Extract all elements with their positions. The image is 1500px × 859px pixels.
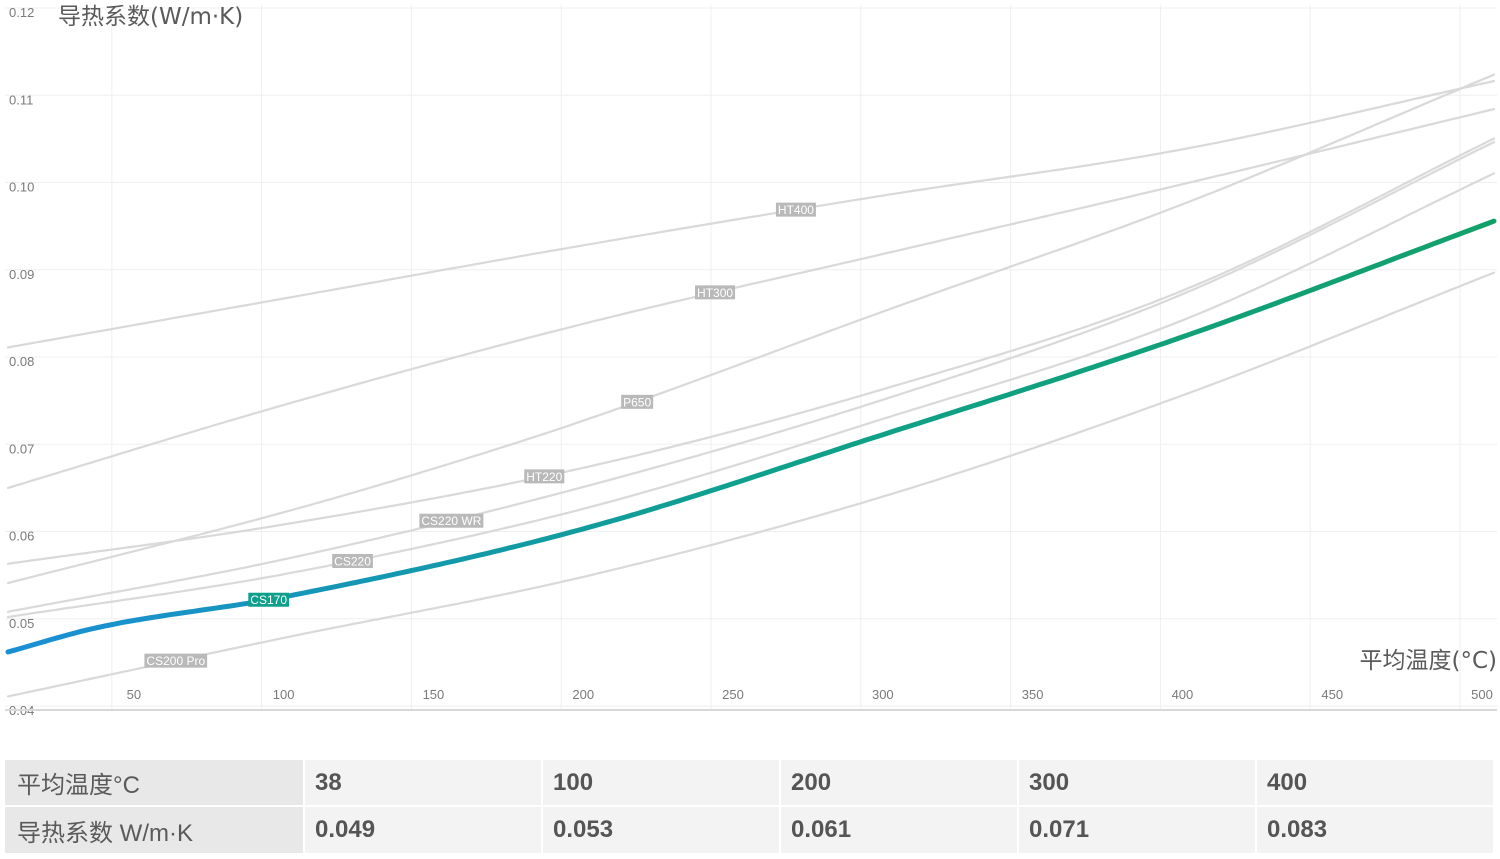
x-tick-label: 250	[722, 687, 744, 702]
y-tick-label: 0.11	[9, 92, 33, 107]
y-tick-label: 0.08	[9, 354, 34, 369]
table-row-temperature: 平均温度°C 38 100 200 300 400	[5, 760, 1495, 808]
series-label-ht220: HT220	[524, 469, 565, 484]
x-tick-label: 200	[572, 687, 594, 702]
series-line-cs220	[6, 172, 1496, 619]
thermal-conductivity-chart: 50 100 150 200 250 300 350 400 450 5000.040.050.0…	[5, 4, 1497, 718]
series-label-cs200-pro: CS200 Pro	[144, 653, 208, 668]
series-line-ht400	[6, 80, 1496, 349]
table-cell: 100	[542, 760, 781, 808]
svg-text:HT300: HT300	[697, 286, 733, 300]
svg-text:HT400: HT400	[778, 203, 814, 217]
table-cell: 38	[304, 760, 543, 808]
x-tick-label: 50	[127, 687, 141, 702]
series-label-cs220: CS220	[332, 553, 373, 568]
table-cell: 0.049	[304, 806, 543, 855]
svg-text:P650: P650	[623, 395, 651, 409]
series-label-ht300: HT300	[695, 285, 736, 300]
svg-text:CS220: CS220	[334, 554, 371, 568]
series-line-p650	[6, 73, 1496, 585]
table-cell: 0.071	[1018, 806, 1257, 855]
table-cell: 0.053	[542, 806, 781, 855]
x-tick-label: 350	[1022, 687, 1044, 702]
table-cell: 300	[1018, 760, 1257, 808]
x-tick-label: 400	[1172, 687, 1194, 702]
row-header-conductivity: 导热系数 W/m·K	[5, 806, 305, 855]
x-tick-label: 150	[423, 687, 445, 702]
data-table: 平均温度°C 38 100 200 300 400 导热系数 W/m·K 0.0…	[5, 760, 1495, 855]
series-line-cs200-pro	[6, 271, 1496, 698]
y-tick-label: 0.12	[9, 5, 34, 20]
series-label-cs220-wr: CS220 WR	[419, 513, 484, 528]
table-cell: 0.083	[1256, 806, 1495, 855]
y-tick-label: 0.06	[9, 529, 34, 544]
series-label-p650: P650	[621, 394, 654, 409]
svg-text:CS170: CS170	[250, 593, 287, 607]
x-tick-label: 100	[273, 687, 295, 702]
series-label-ht400: HT400	[775, 202, 816, 217]
table-cell: 200	[780, 760, 1019, 808]
y-tick-label: 0.05	[9, 616, 34, 631]
series-label-cs170: CS170	[248, 592, 290, 607]
series-line-cs220-wr	[6, 141, 1496, 613]
row-header-temperature: 平均温度°C	[5, 760, 305, 808]
y-tick-label: 0.09	[9, 267, 34, 282]
series-line-ht220	[6, 137, 1496, 565]
x-tick-label: 450	[1321, 687, 1343, 702]
y-tick-label: 0.07	[9, 441, 34, 456]
table-cell: 0.061	[780, 806, 1019, 855]
svg-text:CS200 Pro: CS200 Pro	[146, 654, 205, 668]
series-lines	[5, 73, 1497, 698]
series-labels: HT400 HT300 P650 HT220 CS220 WR CS220 CS200 Pr…	[144, 202, 816, 668]
table-cell: 400	[1256, 760, 1495, 808]
x-axis-title: 平均温度(°C)	[1359, 648, 1497, 674]
series-line-ht300	[6, 108, 1496, 489]
x-tick-label: 300	[872, 687, 894, 702]
table-row-conductivity: 导热系数 W/m·K 0.049 0.053 0.061 0.071 0.083	[5, 806, 1495, 855]
y-tick-label: 0.10	[9, 180, 34, 195]
svg-text:HT220: HT220	[526, 470, 562, 484]
x-tick-label: 500	[1471, 687, 1493, 702]
y-axis-title: 导热系数(W/m·K)	[58, 4, 243, 30]
svg-text:CS220 WR: CS220 WR	[421, 514, 481, 528]
